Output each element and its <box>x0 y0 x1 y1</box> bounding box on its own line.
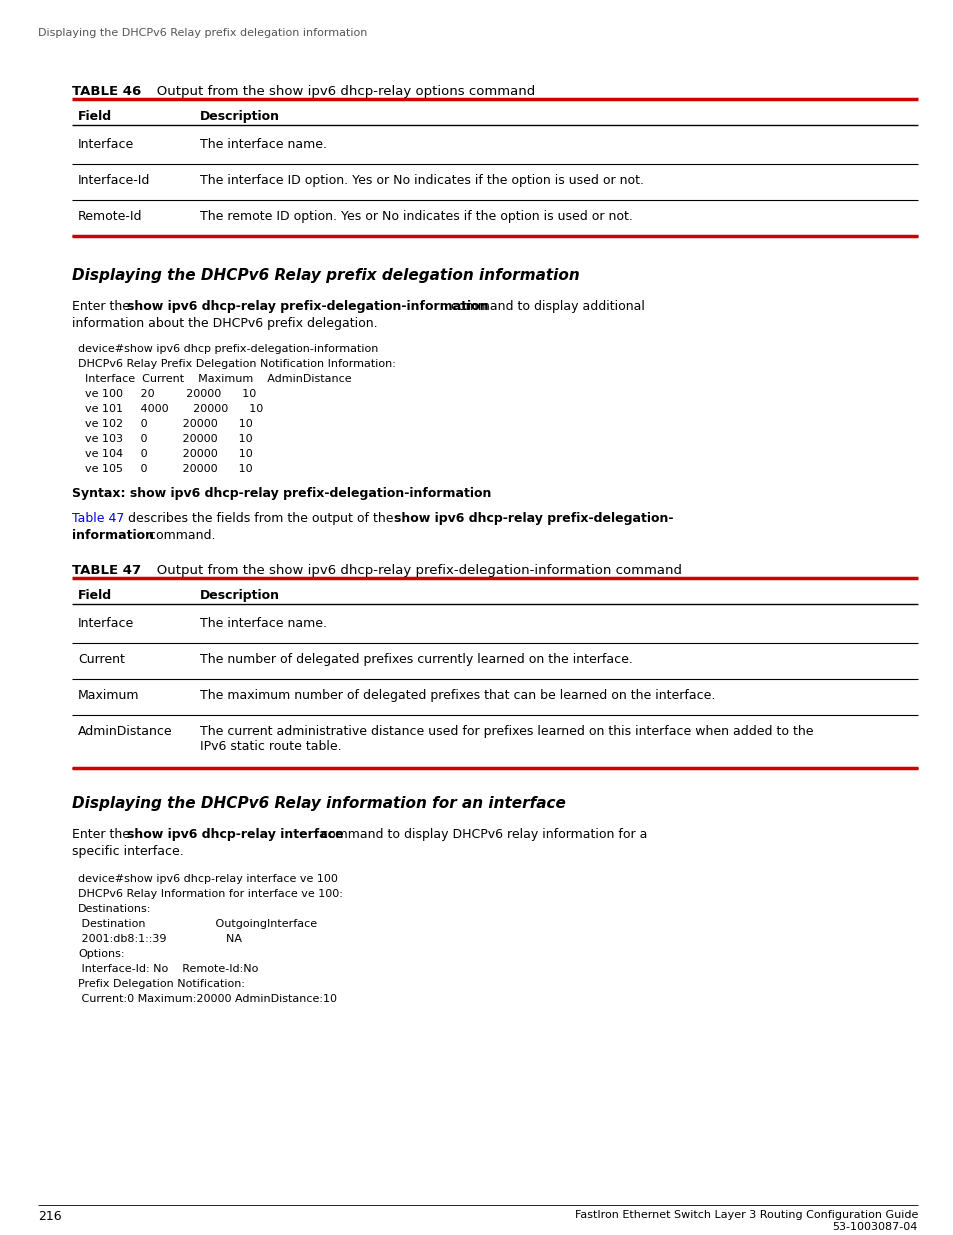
Text: Interface-Id: Interface-Id <box>78 174 151 186</box>
Text: Description: Description <box>200 589 280 601</box>
Text: Destinations:: Destinations: <box>78 904 152 914</box>
Text: The interface name.: The interface name. <box>200 618 327 630</box>
Text: device#show ipv6 dhcp prefix-delegation-information: device#show ipv6 dhcp prefix-delegation-… <box>78 345 378 354</box>
Text: Syntax: show ipv6 dhcp-relay prefix-delegation-information: Syntax: show ipv6 dhcp-relay prefix-dele… <box>71 487 491 500</box>
Text: Output from the show ipv6 dhcp-relay options command: Output from the show ipv6 dhcp-relay opt… <box>144 85 535 98</box>
Text: show ipv6 dhcp-relay prefix-delegation-: show ipv6 dhcp-relay prefix-delegation- <box>394 513 673 525</box>
Text: Current: Current <box>78 653 125 666</box>
Text: Interface: Interface <box>78 618 134 630</box>
Text: ve 100     20         20000      10: ve 100 20 20000 10 <box>78 389 256 399</box>
Text: 2001:db8:1::39                 NA: 2001:db8:1::39 NA <box>78 934 242 944</box>
Text: Displaying the DHCPv6 Relay prefix delegation information: Displaying the DHCPv6 Relay prefix deleg… <box>71 268 579 283</box>
Text: Remote-Id: Remote-Id <box>78 210 142 224</box>
Text: The current administrative distance used for prefixes learned on this interface : The current administrative distance used… <box>200 725 813 739</box>
Text: The interface name.: The interface name. <box>200 138 327 151</box>
Text: information about the DHCPv6 prefix delegation.: information about the DHCPv6 prefix dele… <box>71 317 377 330</box>
Text: specific interface.: specific interface. <box>71 845 184 858</box>
Text: command to display DHCPv6 relay information for a: command to display DHCPv6 relay informat… <box>316 827 647 841</box>
Text: TABLE 47: TABLE 47 <box>71 564 141 577</box>
Text: device#show ipv6 dhcp-relay interface ve 100: device#show ipv6 dhcp-relay interface ve… <box>78 874 337 884</box>
Text: Destination                    OutgoingInterface: Destination OutgoingInterface <box>78 919 316 929</box>
Text: show ipv6 dhcp-relay interface: show ipv6 dhcp-relay interface <box>127 827 343 841</box>
Text: Enter the: Enter the <box>71 827 133 841</box>
Text: Prefix Delegation Notification:: Prefix Delegation Notification: <box>78 979 245 989</box>
Text: ve 101     4000       20000      10: ve 101 4000 20000 10 <box>78 404 263 414</box>
Text: command to display additional: command to display additional <box>447 300 644 312</box>
Text: The maximum number of delegated prefixes that can be learned on the interface.: The maximum number of delegated prefixes… <box>200 689 715 701</box>
Text: 53-1003087-04: 53-1003087-04 <box>832 1221 917 1233</box>
Text: describes the fields from the output of the: describes the fields from the output of … <box>124 513 397 525</box>
Text: Table 47: Table 47 <box>71 513 124 525</box>
Text: Current:0 Maximum:20000 AdminDistance:10: Current:0 Maximum:20000 AdminDistance:10 <box>78 994 336 1004</box>
Text: ve 105     0          20000      10: ve 105 0 20000 10 <box>78 464 253 474</box>
Text: TABLE 46: TABLE 46 <box>71 85 141 98</box>
Text: Interface-Id: No    Remote-Id:No: Interface-Id: No Remote-Id:No <box>78 965 258 974</box>
Text: AdminDistance: AdminDistance <box>78 725 172 739</box>
Text: command.: command. <box>145 529 215 542</box>
Text: Output from the show ipv6 dhcp-relay prefix-delegation-information command: Output from the show ipv6 dhcp-relay pre… <box>144 564 681 577</box>
Text: The interface ID option. Yes or No indicates if the option is used or not.: The interface ID option. Yes or No indic… <box>200 174 643 186</box>
Text: Field: Field <box>78 110 112 124</box>
Text: Displaying the DHCPv6 Relay information for an interface: Displaying the DHCPv6 Relay information … <box>71 797 565 811</box>
Text: DHCPv6 Relay Information for interface ve 100:: DHCPv6 Relay Information for interface v… <box>78 889 342 899</box>
Text: Maximum: Maximum <box>78 689 139 701</box>
Text: FastIron Ethernet Switch Layer 3 Routing Configuration Guide: FastIron Ethernet Switch Layer 3 Routing… <box>574 1210 917 1220</box>
Text: Enter the: Enter the <box>71 300 133 312</box>
Text: show ipv6 dhcp-relay prefix-delegation-information: show ipv6 dhcp-relay prefix-delegation-i… <box>127 300 488 312</box>
Text: IPv6 static route table.: IPv6 static route table. <box>200 740 341 753</box>
Text: 216: 216 <box>38 1210 62 1223</box>
Text: The number of delegated prefixes currently learned on the interface.: The number of delegated prefixes current… <box>200 653 632 666</box>
Text: ve 102     0          20000      10: ve 102 0 20000 10 <box>78 419 253 429</box>
Text: Field: Field <box>78 589 112 601</box>
Text: Options:: Options: <box>78 948 125 960</box>
Text: The remote ID option. Yes or No indicates if the option is used or not.: The remote ID option. Yes or No indicate… <box>200 210 632 224</box>
Text: information: information <box>71 529 153 542</box>
Text: ve 103     0          20000      10: ve 103 0 20000 10 <box>78 433 253 445</box>
Text: DHCPv6 Relay Prefix Delegation Notification Information:: DHCPv6 Relay Prefix Delegation Notificat… <box>78 359 395 369</box>
Text: Interface: Interface <box>78 138 134 151</box>
Text: ve 104     0          20000      10: ve 104 0 20000 10 <box>78 450 253 459</box>
Text: Displaying the DHCPv6 Relay prefix delegation information: Displaying the DHCPv6 Relay prefix deleg… <box>38 28 367 38</box>
Text: Interface  Current    Maximum    AdminDistance: Interface Current Maximum AdminDistance <box>78 374 352 384</box>
Text: Description: Description <box>200 110 280 124</box>
